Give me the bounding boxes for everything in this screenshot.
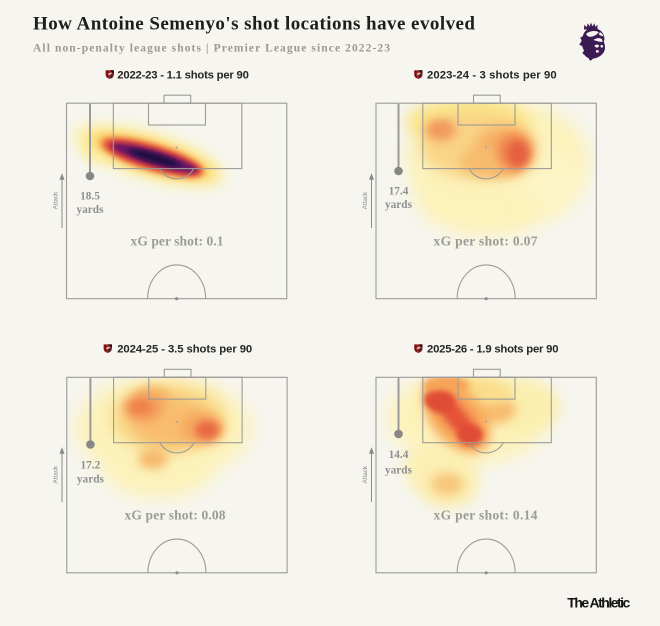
svg-text:14.4: 14.4 — [389, 449, 409, 461]
svg-text:yards: yards — [77, 474, 105, 486]
svg-text:Attack: Attack — [362, 465, 369, 483]
svg-text:2024-25 - 3.5 shots per 90: 2024-25 - 3.5 shots per 90 — [117, 344, 252, 356]
svg-text:Attack: Attack — [362, 191, 369, 209]
svg-text:Attack: Attack — [53, 465, 60, 483]
svg-text:All non-penalty league shots |: All non-penalty league shots | Premier L… — [33, 43, 390, 55]
svg-text:xG per shot: 0.14: xG per shot: 0.14 — [434, 508, 538, 523]
svg-text:How Antoine Semenyo's shot loc: How Antoine Semenyo's shot locations hav… — [33, 14, 475, 35]
svg-text:18.5: 18.5 — [80, 191, 100, 203]
svg-text:Attack: Attack — [53, 191, 60, 209]
svg-text:xG per shot: 0.07: xG per shot: 0.07 — [434, 234, 538, 249]
svg-text:yards: yards — [385, 465, 413, 477]
svg-text:yards: yards — [77, 204, 105, 216]
svg-text:2023-24 - 3 shots per 90: 2023-24 - 3 shots per 90 — [427, 70, 557, 82]
svg-text:17.2: 17.2 — [81, 460, 101, 472]
svg-text:xG per shot: 0.08: xG per shot: 0.08 — [125, 508, 226, 523]
svg-text:yards: yards — [385, 199, 413, 211]
svg-text:xG per shot: 0.1: xG per shot: 0.1 — [131, 234, 224, 249]
svg-text:2022-23 - 1.1 shots per 90: 2022-23 - 1.1 shots per 90 — [117, 70, 249, 82]
svg-text:The Athletic: The Athletic — [567, 595, 630, 611]
svg-text:2025-26 - 1.9 shots per 90: 2025-26 - 1.9 shots per 90 — [427, 344, 559, 356]
svg-text:17.4: 17.4 — [389, 186, 409, 198]
